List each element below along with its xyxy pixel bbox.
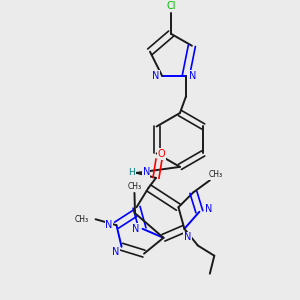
Text: N: N: [142, 167, 150, 177]
Text: O: O: [158, 149, 165, 159]
Text: CH₃: CH₃: [128, 182, 142, 191]
Text: H: H: [128, 168, 135, 177]
Text: CH₃: CH₃: [208, 170, 222, 179]
Text: N: N: [152, 70, 159, 81]
Text: N: N: [105, 220, 113, 230]
Text: CH₃: CH₃: [75, 215, 89, 224]
Text: N: N: [184, 232, 191, 242]
Text: N: N: [205, 204, 212, 214]
Text: Cl: Cl: [166, 1, 176, 11]
Text: N: N: [189, 70, 196, 81]
Text: N: N: [132, 224, 140, 234]
Text: N: N: [112, 247, 119, 257]
